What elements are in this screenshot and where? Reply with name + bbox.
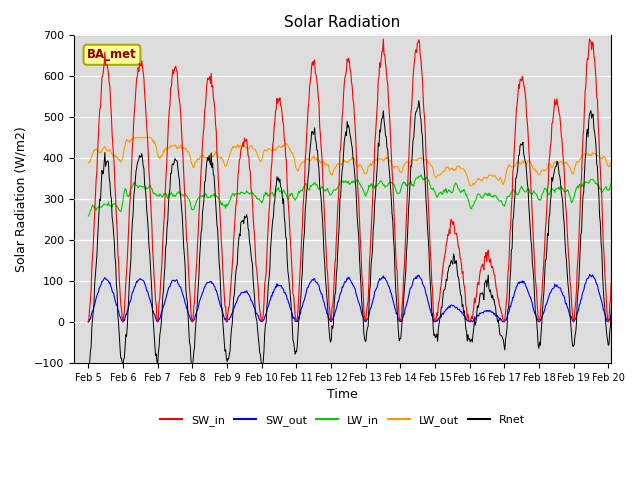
Rnet [252, 311, 259, 316]
SW_in [623, 36, 631, 42]
SW_in [423, 162, 431, 168]
Rnet [415, 98, 422, 104]
SW_out [279, 286, 287, 291]
LW_in [423, 174, 431, 180]
LW_out [424, 158, 431, 164]
LW_out [150, 140, 158, 146]
SW_out [84, 319, 92, 325]
Rnet [300, 236, 308, 242]
Y-axis label: Solar Radiation (W/m2): Solar Radiation (W/m2) [15, 126, 28, 272]
LW_out [252, 149, 260, 155]
LW_out [301, 158, 308, 164]
SW_out [621, 272, 628, 277]
LW_in [150, 191, 157, 197]
LW_out [131, 135, 139, 141]
LW_in [300, 184, 308, 190]
LW_in [252, 193, 259, 199]
SW_out [423, 293, 431, 299]
Line: SW_in: SW_in [88, 39, 640, 322]
Rnet [84, 372, 92, 378]
SW_in [150, 256, 157, 262]
Line: LW_in: LW_in [88, 171, 640, 216]
SW_in [300, 194, 308, 200]
Line: Rnet: Rnet [88, 101, 640, 375]
Rnet [150, 319, 157, 325]
Text: BA_met: BA_met [87, 48, 137, 61]
Legend: SW_in, SW_out, LW_in, LW_out, Rnet: SW_in, SW_out, LW_in, LW_out, Rnet [156, 411, 529, 431]
LW_out [467, 183, 474, 189]
SW_in [639, 319, 640, 325]
SW_out [150, 308, 157, 314]
LW_out [280, 144, 287, 149]
SW_out [454, 307, 461, 312]
LW_in [627, 168, 635, 174]
LW_in [454, 185, 461, 191]
Rnet [639, 336, 640, 342]
LW_in [639, 183, 640, 189]
Line: LW_out: LW_out [88, 138, 640, 186]
SW_in [252, 249, 259, 255]
LW_out [84, 160, 92, 166]
Rnet [455, 275, 463, 280]
LW_out [639, 164, 640, 169]
X-axis label: Time: Time [327, 388, 358, 401]
Rnet [424, 224, 431, 230]
SW_out [300, 299, 308, 304]
LW_out [455, 164, 463, 169]
SW_out [639, 319, 640, 325]
SW_in [84, 319, 92, 325]
Line: SW_out: SW_out [88, 275, 640, 322]
Title: Solar Radiation: Solar Radiation [284, 15, 401, 30]
SW_in [279, 120, 287, 125]
LW_in [279, 189, 287, 195]
Rnet [279, 201, 287, 206]
LW_in [84, 213, 92, 219]
SW_in [454, 240, 461, 246]
SW_out [252, 307, 259, 313]
